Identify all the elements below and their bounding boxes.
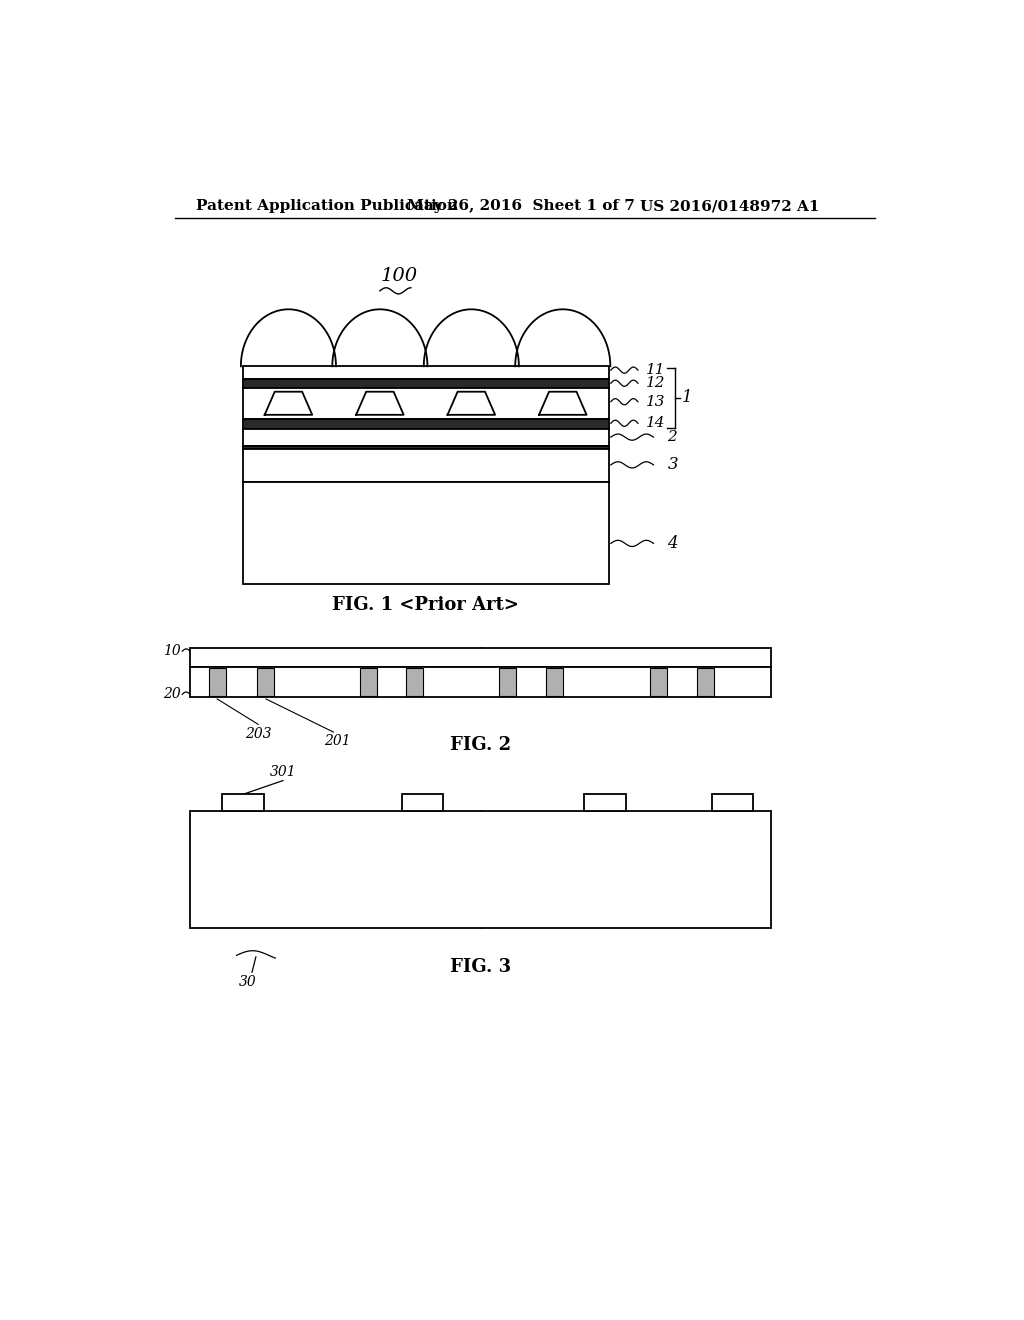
Bar: [712, 795, 754, 812]
Bar: [243, 379, 608, 388]
Bar: [546, 668, 563, 696]
Text: 301: 301: [269, 766, 296, 779]
Bar: [243, 418, 608, 429]
Text: 3: 3: [668, 457, 678, 474]
Bar: [209, 668, 225, 696]
Bar: [359, 668, 377, 696]
Bar: [243, 388, 608, 418]
Text: 14: 14: [646, 416, 666, 430]
Polygon shape: [356, 392, 403, 414]
Polygon shape: [264, 392, 312, 414]
Bar: [190, 667, 771, 697]
Text: FIG. 3: FIG. 3: [451, 958, 511, 975]
Polygon shape: [539, 392, 587, 414]
Text: US 2016/0148972 A1: US 2016/0148972 A1: [640, 199, 819, 213]
Text: 10: 10: [163, 644, 180, 659]
Text: 13: 13: [646, 395, 666, 409]
Bar: [584, 795, 626, 812]
Bar: [401, 795, 443, 812]
Bar: [407, 668, 423, 696]
Text: 201: 201: [324, 734, 350, 748]
Text: Patent Application Publication: Patent Application Publication: [197, 199, 458, 213]
Text: 12: 12: [646, 376, 666, 391]
Bar: [222, 795, 263, 812]
Bar: [243, 429, 608, 446]
Bar: [257, 668, 274, 696]
Bar: [243, 446, 608, 449]
Bar: [500, 668, 516, 696]
Polygon shape: [447, 392, 495, 414]
Text: 30: 30: [240, 974, 257, 989]
Text: 1: 1: [682, 389, 693, 407]
Bar: [650, 668, 668, 696]
Text: FIG. 1 <Prior Art>: FIG. 1 <Prior Art>: [332, 597, 519, 614]
Bar: [190, 648, 771, 667]
Text: 203: 203: [245, 726, 271, 741]
Text: 2: 2: [668, 430, 677, 444]
Text: 4: 4: [668, 535, 678, 552]
Text: FIG. 2: FIG. 2: [451, 737, 511, 754]
Bar: [697, 668, 714, 696]
Bar: [243, 482, 608, 585]
Text: 20: 20: [163, 688, 180, 701]
Bar: [243, 367, 608, 379]
Text: 11: 11: [646, 363, 666, 378]
Text: 100: 100: [381, 267, 418, 285]
Bar: [243, 450, 608, 482]
Text: May 26, 2016  Sheet 1 of 7: May 26, 2016 Sheet 1 of 7: [407, 199, 635, 213]
Bar: [190, 812, 771, 928]
